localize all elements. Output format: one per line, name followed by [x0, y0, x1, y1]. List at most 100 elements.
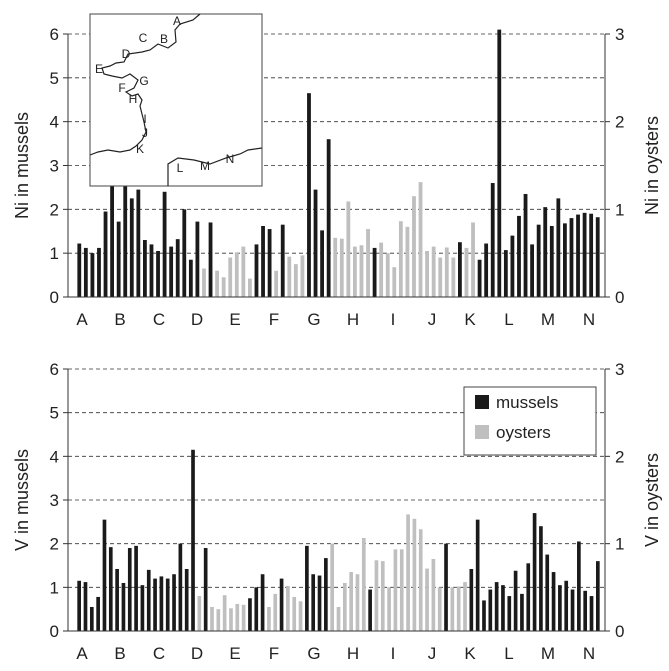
inset-site-label: M: [200, 159, 210, 173]
bar-mussels: [488, 589, 493, 631]
bar-mussels: [458, 242, 462, 297]
inset-coastline: [89, 13, 201, 156]
bar-oysters: [355, 574, 360, 631]
x-tick-label: B: [114, 644, 125, 663]
bar-mussels: [90, 253, 95, 297]
bar-mussels: [444, 543, 448, 631]
x-tick-label: N: [583, 644, 595, 663]
bar-mussels: [129, 198, 134, 298]
y-tick-label: 3: [50, 157, 59, 176]
bar-oysters: [412, 196, 416, 297]
y-tick-label: 6: [50, 360, 59, 379]
bar-oysters: [361, 537, 366, 631]
bar-mussels: [526, 563, 531, 631]
x-tick-label: F: [269, 644, 279, 663]
inset-site-label: F: [118, 81, 125, 95]
v-panel: 0 1 2 3 4 5 6 0 1 2 3 A B C D E F G H I J K L M N V in mussels V i…: [12, 360, 662, 663]
bar-mussels: [564, 580, 569, 631]
bar-mussels: [497, 29, 502, 298]
inset-site-label: C: [139, 31, 148, 45]
bar-mussels: [513, 570, 518, 631]
bar-mussels: [569, 218, 574, 297]
bar-oysters: [228, 257, 233, 297]
bar-oysters: [431, 246, 436, 297]
bar-oysters: [374, 560, 379, 631]
bar-mussels: [188, 259, 193, 297]
bar-mussels: [372, 247, 377, 297]
bar-oysters: [418, 182, 423, 297]
x-tick-label: D: [191, 644, 203, 663]
bar-oysters: [399, 549, 404, 631]
bar-mussels: [477, 259, 482, 297]
bar-mussels: [121, 582, 126, 631]
bar-mussels: [184, 568, 189, 631]
bar-mussels: [503, 250, 508, 297]
bar-mussels: [156, 250, 160, 297]
bar-mussels: [195, 221, 200, 297]
bar-mussels: [191, 449, 195, 631]
y-tick-label: 0: [50, 622, 59, 641]
inset-coastline-south: [167, 147, 263, 186]
bar-oysters: [229, 608, 233, 631]
bar-mussels: [530, 244, 534, 297]
bar-mussels: [146, 569, 151, 631]
x-tick-label: J: [428, 644, 437, 663]
legend-swatch-mussels: [475, 395, 489, 409]
bar-oysters: [286, 586, 290, 631]
bar-oysters: [287, 256, 292, 297]
x-tick-label: J: [428, 310, 437, 329]
bar-mussels: [469, 568, 474, 631]
legend-swatch-oysters: [475, 425, 489, 439]
bar-mussels: [589, 213, 594, 297]
x-tick-label: G: [307, 644, 320, 663]
y-tick-label: 4: [50, 113, 59, 132]
x-tick-label: L: [504, 644, 513, 663]
bar-mussels: [248, 598, 252, 631]
y-tick-label: 5: [50, 404, 59, 423]
bar-mussels: [582, 212, 587, 297]
x-tick-label: M: [541, 644, 555, 663]
bar-oysters: [241, 246, 246, 297]
y2-tick-label: 3: [615, 25, 624, 44]
bar-mussels: [254, 587, 259, 631]
y-tick-label: 4: [50, 447, 59, 466]
bar-mussels: [313, 189, 318, 297]
bar-oysters: [300, 255, 305, 297]
bar-mussels: [475, 519, 480, 631]
bar-oysters: [418, 529, 423, 631]
bar-mussels: [305, 545, 309, 631]
x-tick-label: F: [269, 310, 279, 329]
bar-oysters: [451, 257, 456, 297]
bar-oysters: [274, 270, 279, 297]
bar-oysters: [293, 264, 298, 298]
y2-tick-label: 1: [615, 535, 624, 554]
bar-mussels: [254, 244, 259, 297]
bar-oysters: [222, 595, 227, 631]
x-tick-label: D: [191, 310, 203, 329]
bar-oysters: [349, 572, 353, 631]
y2-axis-title: Ni in oysters: [642, 116, 662, 215]
bar-oysters: [450, 587, 455, 631]
bar-oysters: [385, 253, 390, 297]
y2-tick-label: 2: [615, 113, 624, 132]
x-tick-label: C: [153, 644, 165, 663]
bar-mussels: [123, 185, 128, 297]
bar-oysters: [221, 277, 226, 297]
bar-mussels: [484, 243, 489, 297]
bar-mussels: [558, 585, 562, 631]
bar-oysters: [392, 267, 397, 297]
x-tick-label: M: [541, 310, 555, 329]
x-tick-label: A: [76, 644, 88, 663]
inset-site-label: D: [122, 47, 131, 61]
bar-oysters: [412, 518, 417, 631]
bar-oysters: [216, 609, 221, 631]
x-tick-label: E: [229, 310, 240, 329]
bar-mussels: [517, 215, 521, 297]
bar-oysters: [234, 252, 239, 297]
bar-mussels: [494, 582, 499, 631]
x-tick-label: C: [153, 310, 165, 329]
bar-oysters: [333, 237, 338, 297]
bar-mussels: [89, 606, 94, 631]
bar-oysters: [298, 601, 303, 631]
y-tick-label: 6: [50, 25, 59, 44]
